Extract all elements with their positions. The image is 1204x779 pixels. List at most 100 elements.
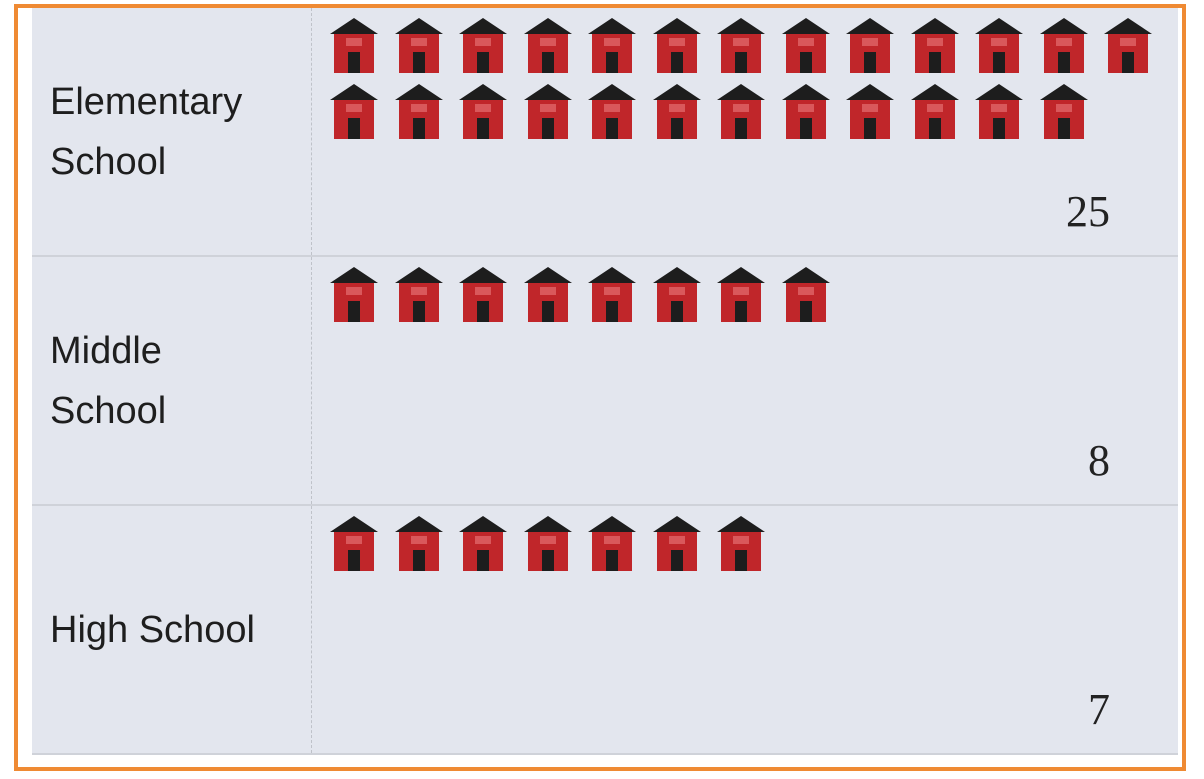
roof — [652, 516, 701, 532]
school-icon — [717, 84, 765, 139]
roof — [459, 18, 507, 34]
school-icon — [523, 84, 572, 139]
sign — [733, 104, 749, 112]
school-icon — [652, 18, 701, 73]
roof — [523, 18, 572, 34]
school-icon — [846, 84, 894, 139]
door — [670, 52, 683, 73]
sign — [991, 38, 1007, 46]
roof — [588, 18, 636, 34]
category-label: Middle School — [50, 329, 167, 432]
school-icon — [652, 267, 701, 322]
roof — [459, 516, 507, 532]
sign — [539, 536, 556, 544]
school-icon — [394, 18, 443, 73]
door — [670, 118, 683, 139]
school-icon — [781, 84, 830, 139]
door — [928, 52, 941, 73]
roof — [910, 84, 959, 100]
value-label: 8 — [1088, 436, 1110, 485]
door — [477, 52, 489, 73]
door — [348, 550, 360, 571]
sign — [668, 104, 685, 112]
door — [735, 52, 747, 73]
sign — [797, 104, 814, 112]
door — [735, 550, 747, 571]
door — [670, 550, 683, 571]
sign — [797, 287, 814, 295]
roof — [781, 267, 830, 283]
door — [541, 550, 554, 571]
school-icon — [910, 18, 959, 73]
school-icon — [459, 267, 507, 322]
door — [412, 52, 425, 73]
door — [864, 118, 876, 139]
roof — [588, 84, 636, 100]
sign — [733, 38, 749, 46]
door — [477, 550, 489, 571]
school-icon — [330, 18, 378, 73]
sign — [604, 104, 620, 112]
sign — [862, 104, 878, 112]
door — [993, 118, 1005, 139]
door — [541, 118, 554, 139]
roof — [717, 18, 765, 34]
sign — [926, 38, 943, 46]
sign — [668, 38, 685, 46]
door — [606, 301, 618, 322]
door — [606, 118, 618, 139]
category-label: Elementary School — [50, 80, 243, 183]
sign — [346, 287, 362, 295]
sign — [604, 536, 620, 544]
roof — [523, 84, 572, 100]
sign — [410, 536, 427, 544]
school-icon — [394, 84, 443, 139]
icon-group — [330, 267, 1170, 322]
sign — [733, 536, 749, 544]
school-icon — [1039, 18, 1088, 73]
sign — [1055, 38, 1072, 46]
sign — [539, 287, 556, 295]
roof — [459, 267, 507, 283]
sign — [604, 287, 620, 295]
school-icon — [846, 18, 894, 73]
sign — [539, 104, 556, 112]
door — [864, 52, 876, 73]
roof — [652, 18, 701, 34]
school-icon — [910, 84, 959, 139]
roof — [394, 84, 443, 100]
school-icon — [330, 267, 378, 322]
school-icon — [394, 516, 443, 571]
roof — [975, 84, 1023, 100]
door — [799, 301, 812, 322]
sign — [991, 104, 1007, 112]
roof — [330, 18, 378, 34]
door — [348, 118, 360, 139]
sign — [1055, 104, 1072, 112]
door — [348, 52, 360, 73]
sign — [604, 38, 620, 46]
roof — [846, 18, 894, 34]
sign — [475, 38, 491, 46]
sign — [797, 38, 814, 46]
school-icon — [588, 516, 636, 571]
door — [606, 550, 618, 571]
roof — [910, 18, 959, 34]
sign — [346, 104, 362, 112]
roof — [523, 516, 572, 532]
sign — [410, 104, 427, 112]
roof — [394, 267, 443, 283]
sign — [475, 104, 491, 112]
row: High School 7 — [32, 506, 1178, 755]
value-label: 25 — [1066, 187, 1110, 236]
value-label: 7 — [1088, 685, 1110, 734]
roof — [394, 18, 443, 34]
door — [799, 52, 812, 73]
roof — [459, 84, 507, 100]
roof — [717, 516, 765, 532]
door — [993, 52, 1005, 73]
roof — [588, 267, 636, 283]
door — [477, 118, 489, 139]
door — [928, 118, 941, 139]
